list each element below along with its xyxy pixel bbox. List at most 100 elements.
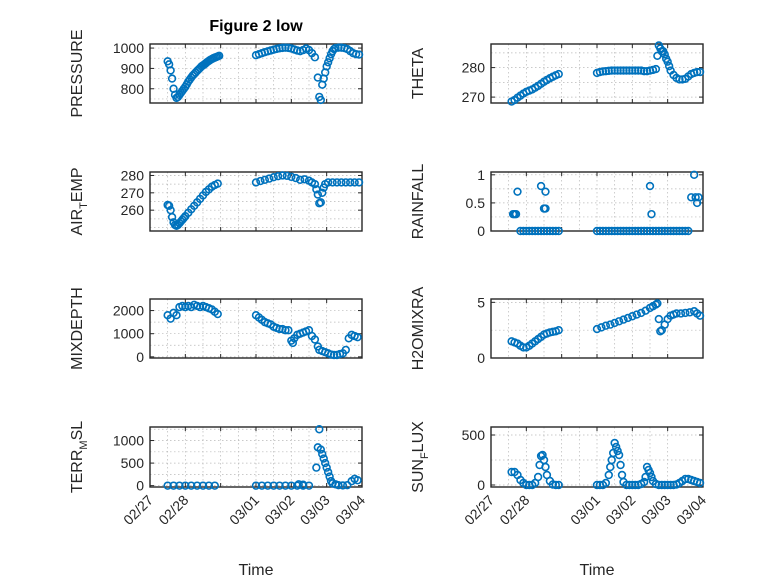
data-point: [213, 179, 222, 188]
x-tick-label: 03/02: [261, 492, 297, 528]
data-point: [541, 462, 550, 472]
data-point: [323, 467, 333, 477]
data-point: [689, 170, 699, 180]
data-point: [288, 338, 298, 348]
x-axis-label: Time: [580, 562, 615, 579]
data-point: [695, 67, 705, 77]
data-point: [639, 477, 649, 487]
data-point: [310, 335, 320, 344]
y-tick-label: 0: [136, 478, 144, 494]
y-axis-label-subscript: T: [78, 202, 90, 209]
data-point: [251, 481, 261, 490]
data-point: [316, 95, 325, 105]
data-point: [213, 309, 222, 319]
data-point: [611, 442, 621, 452]
y-tick-label: 1: [477, 167, 485, 183]
data-point: [320, 458, 330, 468]
data-point: [536, 226, 546, 236]
data-point: [511, 209, 521, 219]
data-point: [315, 425, 324, 434]
y-tick-label: 2000: [113, 303, 144, 319]
data-point: [533, 472, 543, 482]
data-point: [694, 193, 703, 202]
subplot-2: 270 280 THETA: [410, 41, 705, 106]
data-point: [625, 480, 634, 490]
data-point: [256, 176, 265, 186]
y-axis-label: AIRTEMP: [69, 167, 90, 235]
data-point: [536, 181, 546, 191]
y-axis-label: MIXDEPTH: [69, 287, 86, 370]
x-tick-label: 03/03: [638, 492, 674, 528]
data-point: [669, 226, 678, 236]
data-point: [293, 481, 302, 490]
data-point: [651, 226, 661, 236]
y-axis-label: TERRMSL: [69, 421, 90, 493]
data-point: [166, 66, 175, 75]
data-point: [278, 43, 287, 53]
y-tick-label: 500: [121, 455, 145, 471]
subplot-4: 0 0.5 1 RAINFALL: [410, 164, 704, 239]
data-point: [318, 449, 327, 459]
data-point: [675, 75, 684, 84]
data-point: [606, 320, 615, 329]
y-tick-label: 5: [477, 294, 485, 310]
data-point: [616, 66, 625, 75]
y-axis-label-part: EMP: [69, 167, 86, 202]
data-point: [601, 66, 611, 76]
data-point: [663, 480, 672, 490]
data-point: [622, 480, 631, 490]
data-point: [167, 74, 177, 83]
y-tick-label: 0: [477, 350, 485, 366]
data-point: [337, 178, 346, 187]
data-point: [295, 175, 305, 185]
data-point: [604, 470, 613, 480]
x-tick-label: 03/01: [567, 492, 603, 528]
y-tick-label: 0.5: [466, 195, 486, 211]
data-point: [310, 53, 320, 62]
data-point: [542, 226, 552, 236]
data-point: [323, 58, 333, 67]
data-point: [672, 309, 681, 318]
data-point: [634, 66, 643, 75]
data-point: [619, 226, 628, 236]
data-point: [647, 209, 656, 219]
data-point: [284, 326, 293, 335]
x-tick-label: 03/04: [673, 492, 709, 528]
y-axis-label-part: LUX: [410, 421, 427, 452]
y-tick-label: 800: [121, 81, 145, 97]
data-point: [619, 66, 628, 75]
data-point: [647, 472, 656, 482]
data-point: [656, 327, 665, 336]
data-point: [592, 226, 602, 236]
y-tick-label: 280: [462, 60, 486, 76]
data-point: [622, 226, 631, 236]
data-point: [613, 66, 622, 75]
data-point: [263, 481, 272, 490]
y-tick-label: 1000: [113, 326, 144, 342]
data-point: [350, 178, 359, 187]
data-point: [625, 66, 634, 75]
data-point: [298, 480, 308, 489]
data-point: [617, 470, 627, 480]
data-point: [616, 460, 625, 470]
data-point: [530, 226, 540, 236]
data-point: [325, 54, 334, 63]
y-tick-label: 0: [477, 477, 485, 493]
data-point: [312, 463, 321, 472]
data-point: [169, 481, 178, 490]
data-point: [607, 226, 616, 236]
data-point: [522, 226, 531, 236]
y-axis-label-part: SL: [69, 421, 86, 441]
data-point: [294, 480, 303, 489]
y-axis-label: THETA: [410, 48, 427, 100]
data-point: [653, 51, 662, 60]
data-point: [341, 178, 351, 187]
data-point: [533, 226, 543, 236]
data-point: [312, 185, 321, 194]
data-point: [554, 325, 563, 335]
data-point: [676, 309, 686, 318]
x-tick-label: 03/01: [226, 492, 262, 528]
data-point: [204, 481, 214, 490]
data-point: [645, 181, 655, 191]
